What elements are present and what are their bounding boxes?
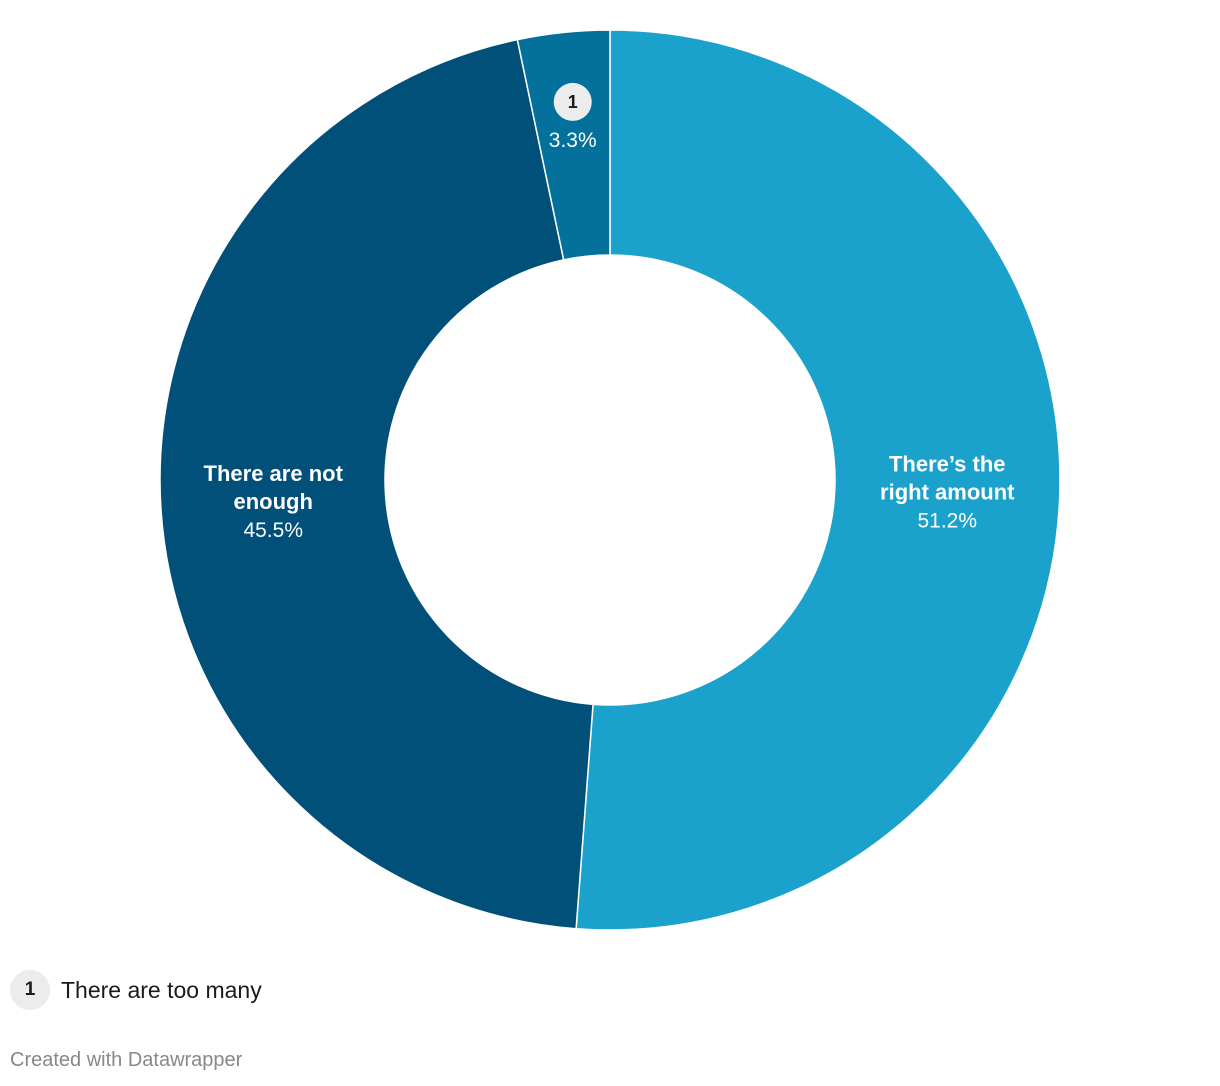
donut-slice-1: [575, 29, 1061, 931]
donut-slice-3: [516, 29, 611, 261]
slice-category-label: right amount: [880, 480, 1015, 505]
footer-credit: Created with Datawrapper: [10, 1049, 243, 1071]
slice-category-label: enough: [234, 489, 313, 514]
slice-category-label: There’s the: [889, 452, 1006, 477]
donut-chart: There’s the right amount 51.2% There are no…: [159, 29, 1061, 931]
slice-category-label: There are not: [204, 461, 344, 486]
legend: 1 There are too many: [10, 970, 262, 1010]
donut-slice-2: [159, 38, 594, 930]
slice-label-3: 1 3.3%: [549, 82, 597, 152]
slice-value-label: 3.3%: [549, 129, 597, 152]
slice-label-1: There’s the right amount 51.2%: [880, 452, 1015, 533]
slice-marker-number: 1: [568, 92, 578, 112]
slice-value-label: 45.5%: [243, 519, 303, 542]
legend-label: There are too many: [61, 976, 262, 1003]
legend-marker-badge: 1: [10, 970, 50, 1010]
slice-value-label: 51.2%: [917, 510, 977, 533]
slice-label-2: There are not enough 45.5%: [204, 461, 344, 542]
slice-marker-badge: [553, 82, 592, 121]
